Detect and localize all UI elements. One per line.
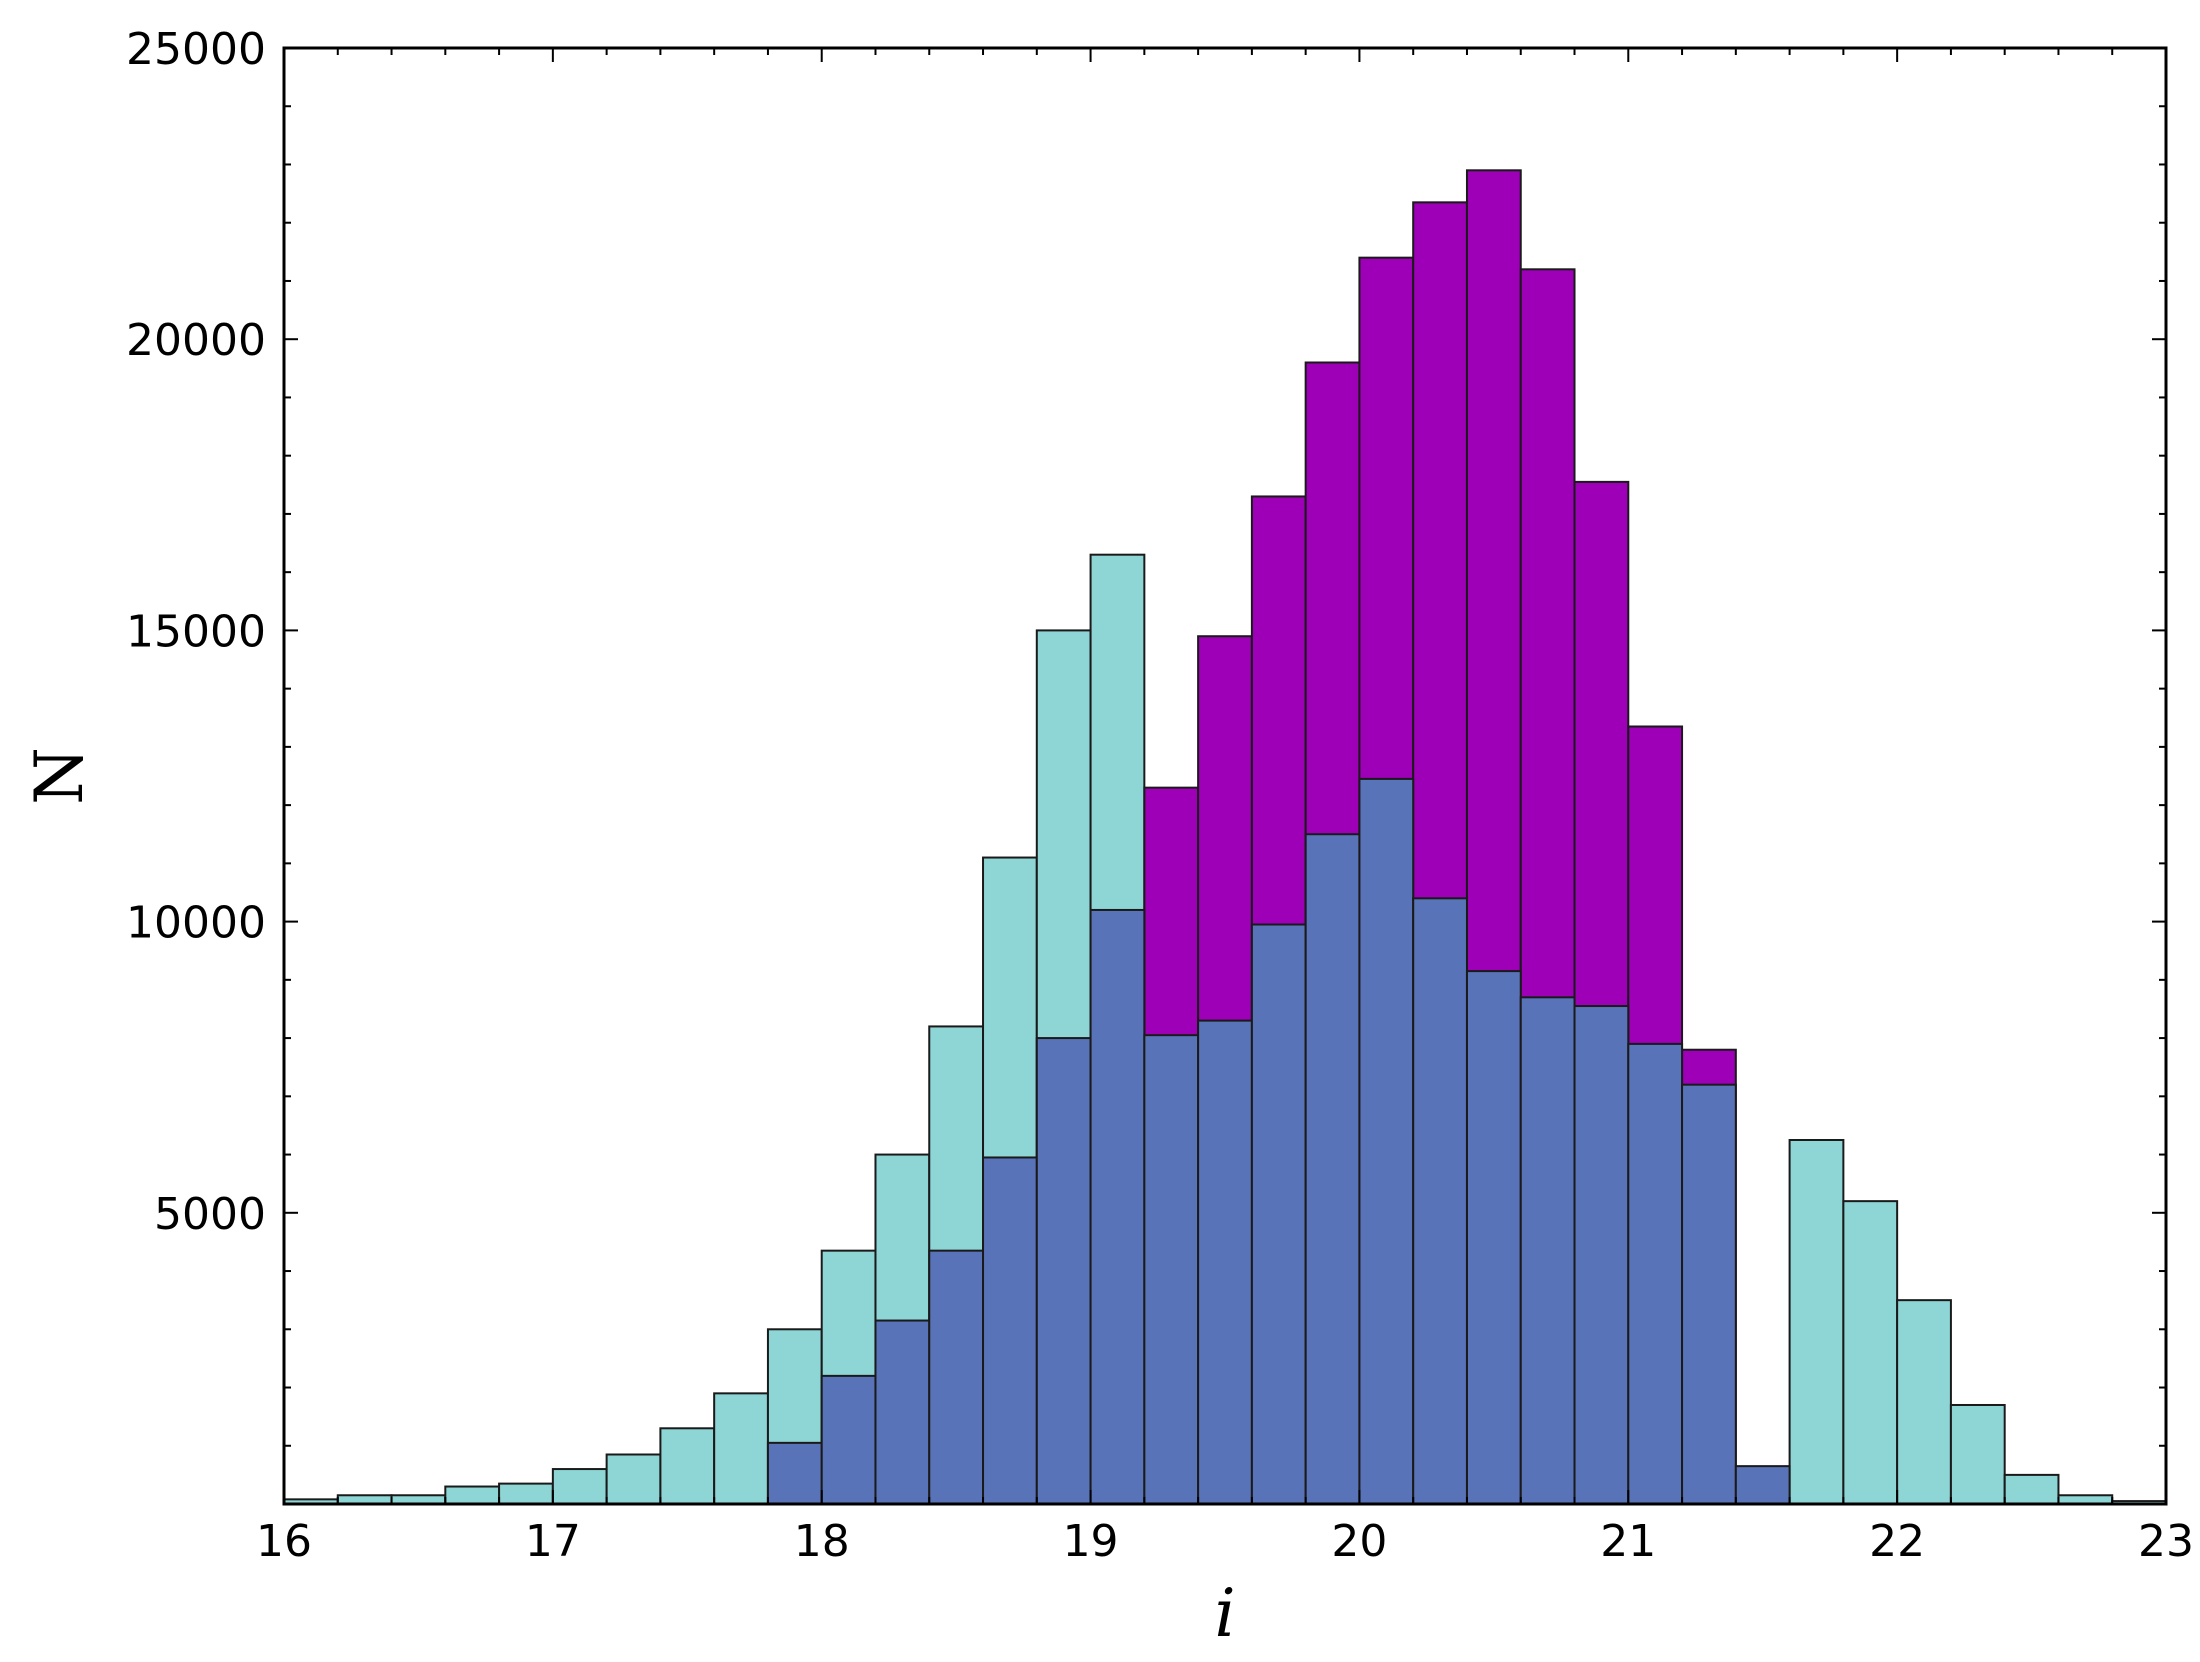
x-tick-label: 17 (525, 1516, 581, 1567)
bar-series3-bin13 (928, 1249, 985, 1505)
y-tick-label: 25000 (126, 24, 266, 75)
bar-series3-bin24 (1519, 996, 1576, 1505)
bar-series3-bin15 (1035, 1037, 1092, 1505)
bar-series1-bin30 (1842, 1200, 1899, 1505)
bar-series3-bin10 (766, 1441, 823, 1506)
bar-series3-bin14 (982, 1156, 1038, 1506)
bar-series3-bin23 (1465, 970, 1522, 1505)
tick-labels-group: 16 17 18 19 20 21 22 23 5000 10000 15000 20000 25000 (126, 24, 2194, 1567)
y-tick-label: 15000 (126, 606, 266, 657)
bar-series3-bin27 (1681, 1083, 1737, 1505)
bar-series3-bin26 (1627, 1042, 1684, 1506)
bar-series3-bin17 (1143, 1034, 1200, 1505)
y-tick-label: 5000 (154, 1189, 266, 1240)
x-tick-label: 19 (1063, 1516, 1119, 1567)
y-tick-label: 20000 (126, 315, 266, 366)
bar-series1-bin9 (713, 1392, 769, 1505)
bar-series1-bin7 (605, 1453, 662, 1505)
bar-series1-bin4 (444, 1485, 501, 1505)
bar-series3-bin22 (1412, 897, 1468, 1505)
bar-series3-bin28 (1734, 1465, 1791, 1506)
y-tick-label: 10000 (126, 898, 266, 949)
y-axis-label: N (21, 747, 98, 805)
x-tick-label: 21 (1600, 1516, 1656, 1567)
bar-series3-bin25 (1573, 1005, 1630, 1505)
bars-group (283, 169, 2167, 1506)
bar-series1-bin32 (1949, 1403, 2006, 1505)
x-tick-label: 22 (1869, 1516, 1925, 1567)
bar-series3-bin16 (1089, 908, 1146, 1505)
x-tick-label: 23 (2138, 1516, 2194, 1567)
bar-series1-bin33 (2003, 1473, 2060, 1506)
bar-series1-bin29 (1788, 1139, 1845, 1505)
bar-series3-bin20 (1304, 833, 1361, 1505)
x-axis-label: i (1214, 1575, 1235, 1652)
bar-series3-bin12 (874, 1319, 931, 1505)
bar-series1-bin31 (1896, 1299, 1952, 1506)
bar-series3-bin11 (820, 1374, 877, 1505)
bar-series3-bin21 (1358, 777, 1415, 1505)
bar-series1-bin5 (498, 1482, 554, 1505)
bar-series3-bin18 (1197, 1019, 1253, 1505)
plot-frame (282, 46, 2168, 1506)
x-tick-label: 18 (794, 1516, 850, 1567)
bar-series1-bin6 (551, 1468, 608, 1506)
bar-series1-bin8 (659, 1427, 716, 1505)
x-tick-label: 20 (1331, 1516, 1387, 1567)
bar-series3-bin19 (1250, 923, 1307, 1505)
x-tick-label: 16 (256, 1516, 312, 1567)
